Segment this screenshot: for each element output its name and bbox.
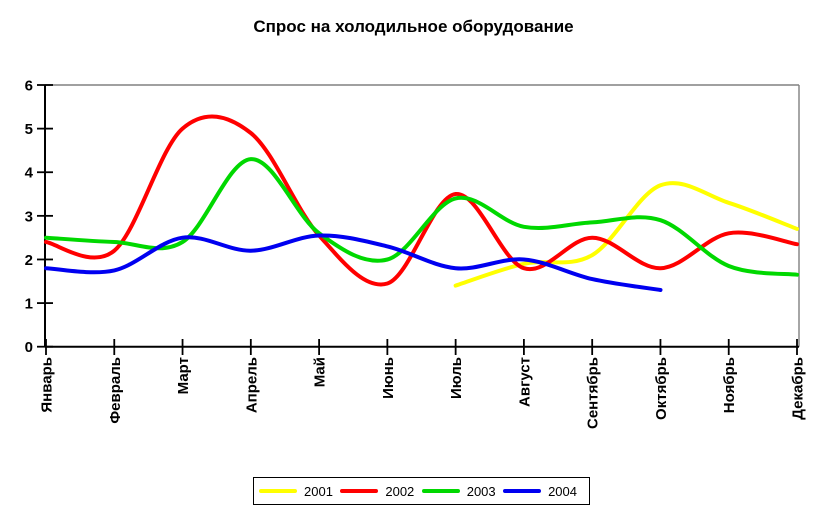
y-tick-label: 5 <box>25 121 33 138</box>
legend-line-2003-icon <box>421 489 460 493</box>
legend-label-2001: 2001 <box>304 483 333 499</box>
legend-label-2003: 2003 <box>466 483 496 499</box>
y-tick-label: 0 <box>25 339 33 356</box>
x-tick-label: Ноябрь <box>721 357 738 413</box>
x-tick-label: Апрель <box>243 357 260 413</box>
x-tick-label: Декабрь <box>789 357 806 420</box>
legend-line-2002-icon <box>340 489 379 493</box>
chart-title: Спрос на холодильное оборудование <box>253 17 574 36</box>
series-line-2004 <box>44 233 663 292</box>
x-tick-label: Август <box>516 357 533 407</box>
legend-item-2004: 2004 <box>503 485 577 498</box>
x-tick-label: Март <box>175 357 192 394</box>
x-tick-label: Июнь <box>380 357 397 399</box>
x-tick-label: Январь <box>39 357 56 413</box>
x-tick-label: Февраль <box>107 357 124 424</box>
x-tick-label: Октябрь <box>653 357 670 420</box>
x-tick-label: Июль <box>448 357 465 399</box>
legend-item-2001: 2001 <box>259 485 333 498</box>
legend-label-2004: 2004 <box>548 483 577 499</box>
x-tick-label: Сентябрь <box>585 357 602 429</box>
legend-line-2004-icon <box>503 489 542 493</box>
series-line-2002 <box>44 114 799 287</box>
y-tick-label: 6 <box>25 78 33 95</box>
legend: 2001 2002 2003 2004 <box>253 477 590 505</box>
y-tick-label: 2 <box>25 252 33 269</box>
legend-item-2003: 2003 <box>421 483 496 499</box>
y-tick-label: 4 <box>25 165 34 182</box>
y-tick-label: 1 <box>25 296 33 313</box>
legend-label-2002: 2002 <box>385 483 415 499</box>
y-tick-label: 3 <box>25 208 33 225</box>
x-tick-label: Май <box>312 357 329 387</box>
series-line-2003 <box>44 157 799 277</box>
legend-item-2002: 2002 <box>340 485 414 498</box>
legend-line-2001-icon <box>259 489 297 493</box>
